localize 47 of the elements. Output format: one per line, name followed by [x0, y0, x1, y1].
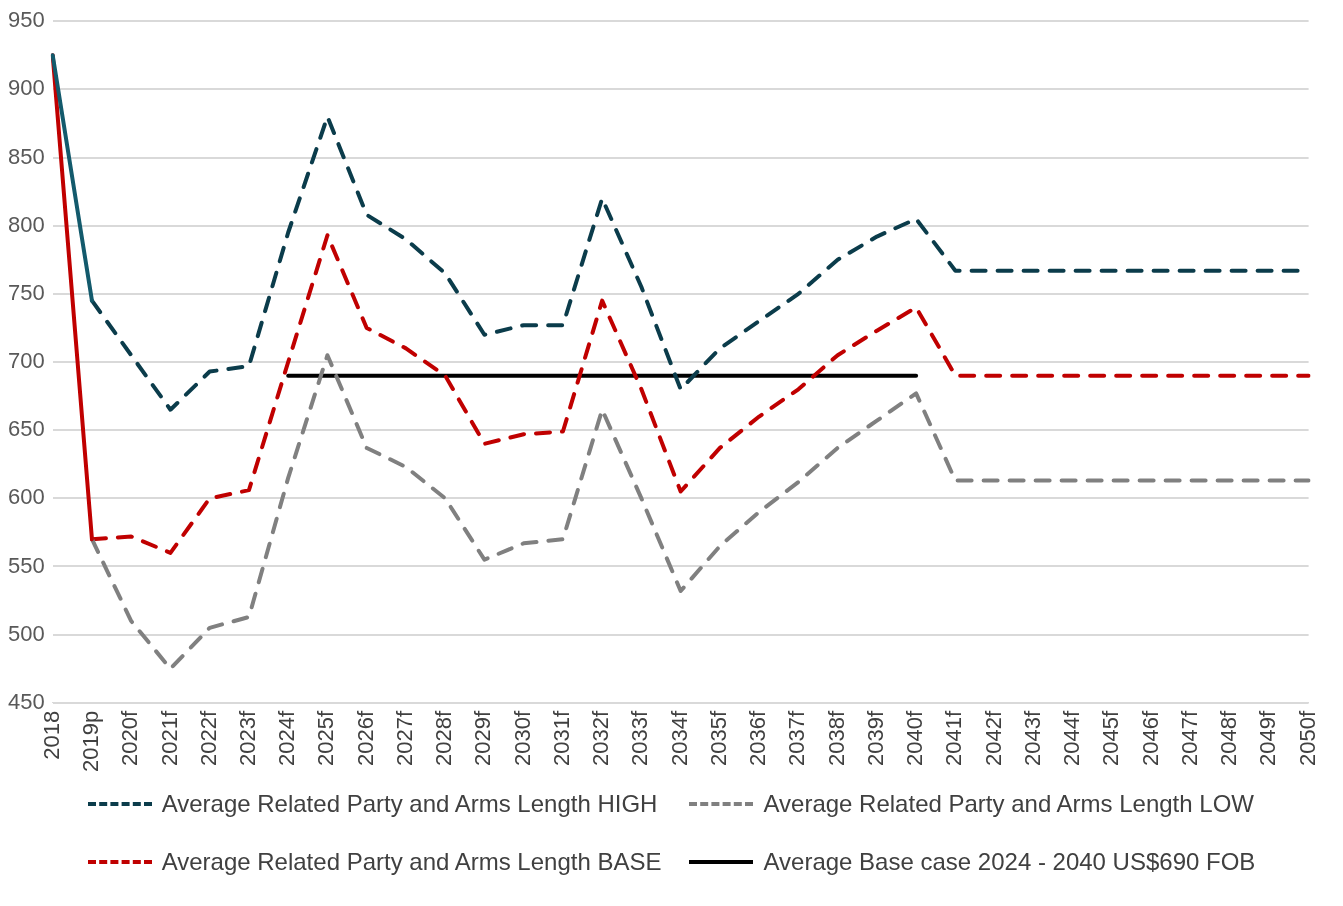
y-tick-label: 600 — [7, 484, 45, 510]
x-tick-label: 2028f — [431, 709, 457, 766]
x-tick-label: 2031f — [548, 709, 574, 766]
x-tick-label: 2047f — [1176, 709, 1202, 766]
x-tick-label: 2021f — [156, 709, 182, 766]
x-tick-label: 2023f — [235, 709, 260, 766]
x-tick-label: 2030f — [509, 709, 535, 766]
x-tick-label: 2048f — [1216, 709, 1242, 766]
y-tick-label: 750 — [7, 279, 45, 305]
legend-label: Average Related Party and Arms Length LOW — [763, 790, 1254, 818]
y-tick-label: 700 — [7, 348, 45, 374]
x-tick-label: 2049f — [1255, 709, 1281, 766]
x-tick-label: 2032f — [588, 709, 614, 766]
y-tick-label: 900 — [7, 75, 45, 101]
x-tick-label: 2026f — [352, 709, 378, 766]
legend-label: Average Related Party and Arms Length HIGH — [161, 790, 658, 818]
x-tick-label: 2035f — [705, 709, 731, 766]
x-tick-label: 2033f — [627, 709, 653, 766]
x-tick-label: 2045f — [1098, 709, 1124, 766]
x-tick-label: 2020f — [117, 709, 143, 766]
x-tick-label: 2019p — [78, 710, 104, 773]
x-tick-label: 2037f — [784, 709, 810, 766]
y-tick-label: 950 — [7, 7, 45, 33]
x-tick-label: 2027f — [391, 709, 417, 766]
x-tick-label: 2050f — [1294, 709, 1320, 766]
x-tick-label: 2046f — [1137, 709, 1163, 766]
legend-label: Average Base case 2024 - 2040 US$690 FOB — [763, 848, 1256, 876]
x-tick-label: 2044f — [1059, 709, 1085, 766]
y-tick-label: 500 — [7, 620, 45, 646]
x-tick-label: 2029f — [470, 709, 496, 766]
x-tick-label: 2043f — [1019, 709, 1045, 766]
x-tick-label: 2039f — [862, 709, 888, 766]
y-tick-label: 550 — [7, 552, 45, 578]
x-tick-label: 2025f — [313, 709, 339, 766]
y-tick-label: 650 — [7, 416, 45, 442]
x-tick-label: 2024f — [274, 709, 300, 766]
x-tick-label: 2022f — [195, 709, 221, 766]
x-tick-label: 2034f — [666, 709, 692, 766]
x-tick-label: 2036f — [745, 709, 771, 766]
x-tick-label: 2041f — [941, 709, 967, 766]
line-series — [89, 353, 1311, 671]
x-tick-label: 2038f — [823, 709, 849, 766]
x-tick-label: 2040f — [902, 709, 928, 766]
y-tick-label: 800 — [7, 211, 45, 237]
x-tick-label: 2042f — [980, 709, 1006, 766]
legend-label: Average Related Party and Arms Length BASE — [161, 848, 662, 876]
y-tick-label: 850 — [7, 143, 45, 169]
